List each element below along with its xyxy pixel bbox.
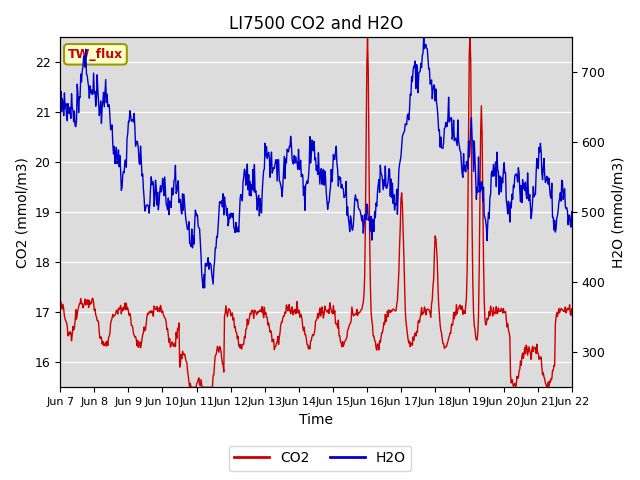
H2O (56, 118, 64, 123)
CO2 (568, 306, 575, 312)
CO2 (56, 299, 64, 305)
H2O (199, 285, 207, 291)
H2O (568, 209, 575, 215)
Line: H2O: H2O (60, 36, 572, 288)
CO2 (188, 384, 195, 390)
H2O (197, 252, 205, 258)
H2O (65, 111, 73, 117)
X-axis label: Time: Time (299, 413, 333, 427)
CO2 (466, 35, 474, 40)
H2O (379, 177, 387, 183)
Title: LI7500 CO2 and H2O: LI7500 CO2 and H2O (229, 15, 403, 33)
Legend: CO2, H2O: CO2, H2O (228, 445, 412, 471)
CO2 (118, 305, 126, 311)
Text: TW_flux: TW_flux (68, 48, 123, 61)
CO2 (65, 332, 73, 337)
CO2 (198, 383, 205, 388)
CO2 (394, 298, 401, 303)
H2O (118, 184, 126, 190)
Y-axis label: H2O (mmol/m3): H2O (mmol/m3) (611, 156, 625, 268)
Line: CO2: CO2 (60, 37, 572, 387)
CO2 (170, 343, 178, 349)
Y-axis label: CO2 (mmol/m3): CO2 (mmol/m3) (15, 157, 29, 268)
H2O (420, 33, 428, 38)
H2O (394, 211, 401, 217)
H2O (170, 178, 178, 183)
CO2 (379, 330, 387, 336)
